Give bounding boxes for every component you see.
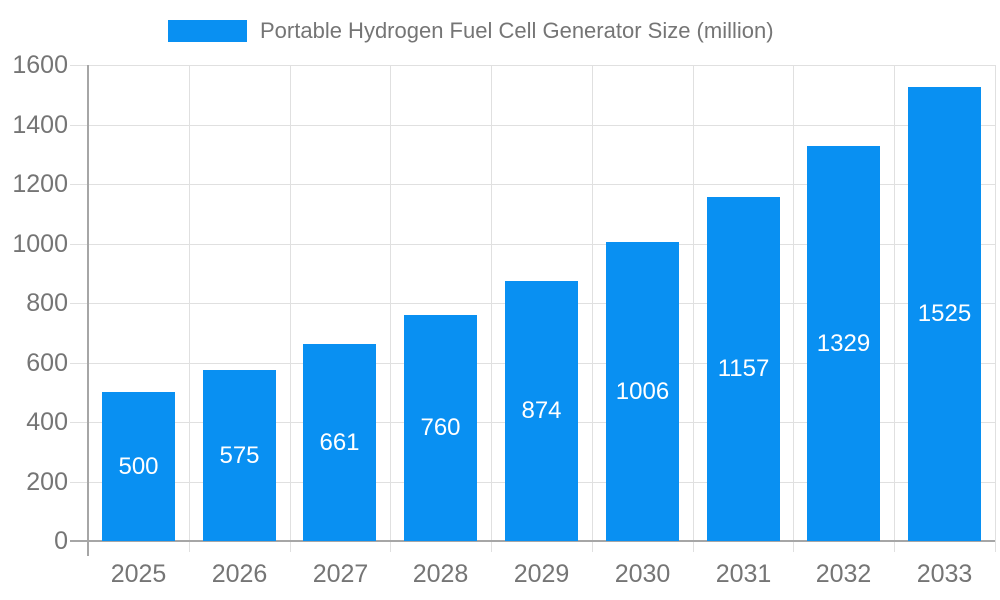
bar-value-label: 500: [118, 452, 159, 480]
x-axis-label: 2032: [815, 560, 872, 588]
bar-value-label: 1006: [615, 377, 670, 405]
y-axis-label: 1200: [12, 170, 68, 198]
x-axis-label: 2033: [916, 560, 973, 588]
gridline-horizontal: [88, 125, 995, 126]
y-axis-label: 0: [54, 527, 68, 555]
gridline-horizontal: [88, 184, 995, 185]
bar-2025[interactable]: 500: [102, 392, 175, 541]
y-axis-tick: [70, 244, 88, 245]
gridline-vertical: [189, 65, 190, 552]
bar-value-label: 575: [219, 441, 260, 469]
x-axis-label: 2026: [211, 560, 268, 588]
legend-label: Portable Hydrogen Fuel Cell Generator Si…: [260, 18, 774, 43]
y-axis-tick: [70, 482, 88, 483]
x-axis-label: 2030: [614, 560, 671, 588]
gridline-vertical: [995, 65, 996, 552]
bar-value-label: 1525: [917, 300, 972, 327]
x-axis-label: 2028: [412, 560, 469, 588]
y-axis-tick: [70, 184, 88, 185]
x-axis-label: 2029: [513, 560, 570, 588]
y-axis-tick: [70, 125, 88, 126]
gridline-vertical: [693, 65, 694, 552]
y-axis-tick: [70, 65, 88, 66]
gridline-vertical: [290, 65, 291, 552]
bar-value-label: 1157: [717, 355, 770, 382]
y-axis-label: 600: [26, 349, 68, 377]
x-axis-label: 2027: [312, 560, 369, 588]
gridline-vertical: [491, 65, 492, 552]
y-axis-label: 1400: [12, 111, 68, 139]
y-axis-tick: [70, 363, 88, 364]
bar-2030[interactable]: 1006: [606, 242, 679, 541]
gridline-vertical: [793, 65, 794, 552]
bar-2028[interactable]: 760: [404, 315, 477, 541]
bar-value-label: 874: [521, 397, 562, 424]
y-axis-label: 200: [26, 468, 68, 496]
bar-2027[interactable]: 661: [303, 344, 376, 541]
gridline-horizontal: [88, 65, 995, 66]
y-axis-label: 1000: [12, 230, 68, 258]
bar-value-label: 760: [420, 414, 461, 441]
bar-value-label: 1329: [816, 329, 871, 357]
bar-2026[interactable]: 575: [203, 370, 276, 541]
gridline-vertical: [894, 65, 895, 552]
x-axis-line: [70, 540, 995, 542]
x-axis-label: 2031: [715, 560, 772, 588]
legend-item[interactable]: Portable Hydrogen Fuel Cell Generator Si…: [168, 20, 774, 42]
y-axis-label: 1600: [12, 51, 68, 79]
bar-2029[interactable]: 874: [505, 281, 578, 541]
y-axis-line: [87, 65, 89, 556]
y-axis-label: 400: [26, 408, 68, 436]
y-axis-tick: [70, 303, 88, 304]
gridline-horizontal: [88, 244, 995, 245]
gridline-vertical: [592, 65, 593, 552]
bar-2032[interactable]: 1329: [807, 146, 880, 541]
bar-2033[interactable]: 1525: [908, 87, 981, 541]
bar-value-label: 661: [319, 428, 360, 456]
legend-color-swatch: [168, 20, 247, 42]
y-axis-tick: [70, 422, 88, 423]
y-axis-label: 800: [26, 289, 68, 317]
x-axis-label: 2025: [110, 560, 167, 588]
gridline-vertical: [390, 65, 391, 552]
bar-2031[interactable]: 1157: [707, 197, 780, 541]
